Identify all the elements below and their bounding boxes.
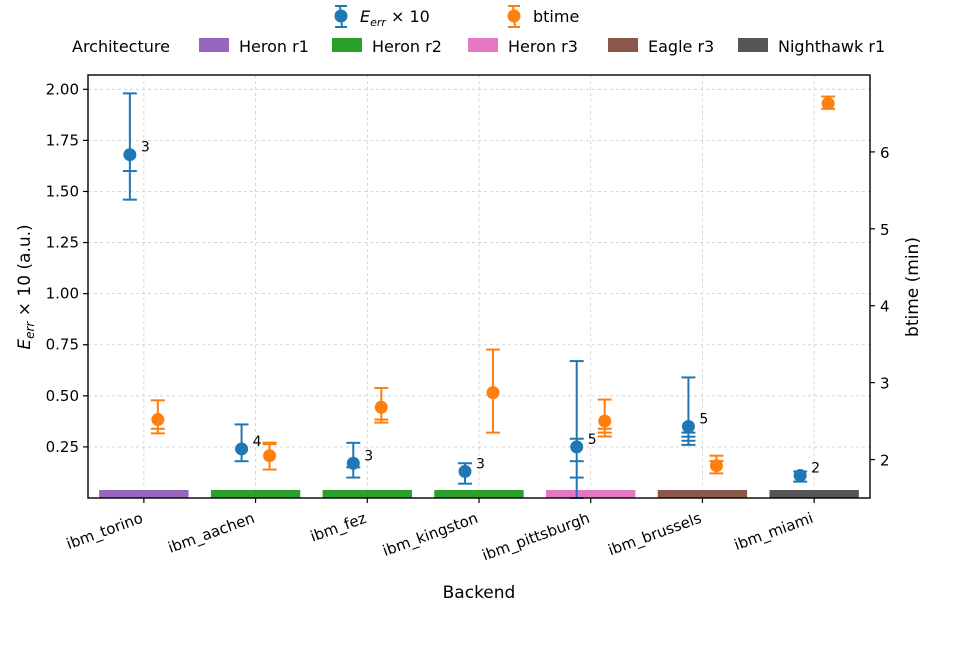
legend-arch-label: Nighthawk r1 xyxy=(778,37,885,56)
x-tick-label: ibm_aachen xyxy=(166,509,258,558)
y-tick-label: 0.75 xyxy=(46,336,79,354)
x-tick-label: ibm_fez xyxy=(308,509,369,547)
arch-bar xyxy=(434,490,524,498)
data-point xyxy=(486,386,500,400)
point-annotation: 5 xyxy=(699,411,708,427)
data-point xyxy=(458,464,472,478)
data-point xyxy=(598,414,612,428)
y-axis-title: Eerr × 10 (a.u.) xyxy=(15,224,37,349)
series-btime xyxy=(150,95,836,475)
y2-tick-label: 5 xyxy=(880,221,890,239)
legend-arch-swatch xyxy=(738,38,768,52)
x-tick-label: ibm_kingston xyxy=(380,509,481,561)
legend-arch-swatch xyxy=(199,38,229,52)
y2-tick-label: 6 xyxy=(880,144,890,162)
y-tick-label: 1.00 xyxy=(46,285,79,303)
data-point xyxy=(793,469,807,483)
point-annotation: 5 xyxy=(588,432,597,448)
x-tick-label: ibm_brussels xyxy=(606,509,705,560)
arch-bar xyxy=(657,490,748,498)
legend: Eerr × 10 btime Architecture Heron r1 Heron … xyxy=(72,5,885,56)
legend-arch-swatch xyxy=(332,38,362,52)
point-annotation: 2 xyxy=(811,461,820,477)
arch-bar xyxy=(99,490,189,498)
y-tick-label: 1.25 xyxy=(46,234,79,252)
data-point xyxy=(570,440,584,454)
y2-tick-label: 4 xyxy=(880,298,890,316)
x-tick-label: ibm_pittsburgh xyxy=(480,509,593,566)
legend-arch-label: Heron r3 xyxy=(508,37,578,56)
legend-arch-label: Heron r2 xyxy=(372,37,442,56)
data-point xyxy=(263,449,277,463)
x-tick-label: ibm_miami xyxy=(732,509,816,555)
legend-arch-label: Heron r1 xyxy=(239,37,309,56)
legend-architecture-title: Architecture xyxy=(72,37,170,56)
legend-marker-dot xyxy=(507,9,521,23)
arch-bar xyxy=(546,490,636,498)
data-point xyxy=(709,459,723,473)
data-point xyxy=(235,442,249,456)
y2-tick-label: 3 xyxy=(880,375,890,393)
data-point xyxy=(346,456,360,470)
y-tick-label: 1.50 xyxy=(46,182,79,200)
legend-series-label: Eerr × 10 xyxy=(360,7,430,29)
data-point xyxy=(123,148,137,162)
data-point xyxy=(374,400,388,414)
y-axis-right: 2 3 4 5 6 xyxy=(870,144,890,470)
y-tick-label: 1.75 xyxy=(46,131,79,149)
y-tick-label: 0.50 xyxy=(46,387,79,405)
legend-arch-swatch xyxy=(468,38,498,52)
legend-series-label: btime xyxy=(533,7,579,26)
architecture-bars xyxy=(99,490,859,498)
y-tick-label: 2.00 xyxy=(46,80,79,98)
y-tick-label: 0.25 xyxy=(46,438,79,456)
point-annotation: 3 xyxy=(141,140,150,156)
series-eerr: 3 4 3 3 5 5 2 xyxy=(122,92,820,499)
y2-axis-title: btime (min) xyxy=(903,237,923,337)
arch-bar xyxy=(322,490,412,498)
legend-arch-label: Eagle r3 xyxy=(648,37,714,56)
arch-bar xyxy=(769,490,859,498)
grid-lines xyxy=(88,75,870,498)
point-annotation: 3 xyxy=(476,456,485,472)
x-axis-title: Backend xyxy=(443,583,516,603)
legend-marker-dot xyxy=(334,9,348,23)
data-point xyxy=(821,96,835,110)
y-axis-left: 0.25 0.50 0.75 1.00 1.25 1.50 1.75 2.00 xyxy=(46,80,88,456)
point-annotation: 3 xyxy=(364,448,373,464)
point-annotation: 4 xyxy=(253,434,262,450)
data-point xyxy=(681,419,695,433)
arch-bar xyxy=(210,490,301,498)
x-axis: ibm_torino ibm_aachen ibm_fez ibm_kingston i… xyxy=(64,498,816,565)
legend-arch-swatch xyxy=(608,38,638,52)
x-tick-label: ibm_torino xyxy=(64,509,146,554)
y2-tick-label: 2 xyxy=(880,452,890,470)
data-point xyxy=(151,413,165,427)
